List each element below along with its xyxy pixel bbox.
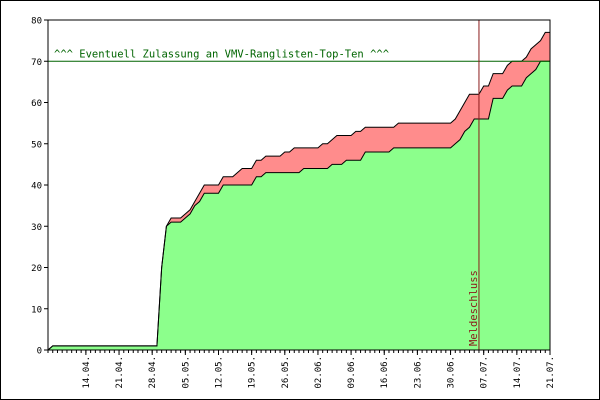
y-tick-label: 40 [31, 182, 42, 192]
series-layer [47, 31, 550, 351]
x-tick-label: 09.06. [347, 356, 357, 389]
x-tick-label: 07.07. [480, 356, 490, 389]
x-tick-label: 26.05. [281, 356, 291, 389]
x-tick-label: 19.05. [248, 356, 258, 389]
y-tick-label: 30 [31, 223, 42, 233]
y-tick-label: 20 [31, 264, 42, 274]
lower-line [47, 60, 550, 351]
y-tick-label: 0 [37, 347, 42, 357]
y-tick-label: 60 [31, 99, 42, 109]
deadline-label: Meldeschluss [468, 270, 480, 346]
y-tick-label: 10 [31, 305, 42, 315]
x-tick-label: 05.05. [181, 356, 191, 389]
plot-frame [47, 19, 551, 351]
lower-area [48, 61, 550, 350]
x-tick-label: 21.07. [546, 356, 556, 389]
x-tick-label: 14.04. [82, 356, 92, 389]
x-tick-label: 12.05. [214, 356, 224, 389]
x-tick-label: 23.06. [413, 356, 423, 389]
upper-line [47, 31, 550, 351]
x-tick-label: 14.07. [513, 356, 523, 389]
y-tick-label: 70 [31, 58, 42, 68]
x-tick-label: 02.06. [314, 356, 324, 389]
x-tick-label: 21.04. [115, 356, 125, 389]
qualification-label: ^^^ Eventuell Zulassung an VMV-Rangliste… [54, 48, 389, 60]
x-tick-label: 30.06. [447, 356, 457, 389]
x-tick-label: 16.06. [380, 356, 390, 389]
ticks-layer: 0 10 20 30 40 50 60 70 80 14.04. 21.04. 28.04. 05.05… [31, 17, 556, 389]
y-tick-label: 80 [31, 17, 42, 27]
y-tick-label: 50 [31, 140, 42, 150]
x-tick-label: 28.04. [148, 356, 158, 389]
